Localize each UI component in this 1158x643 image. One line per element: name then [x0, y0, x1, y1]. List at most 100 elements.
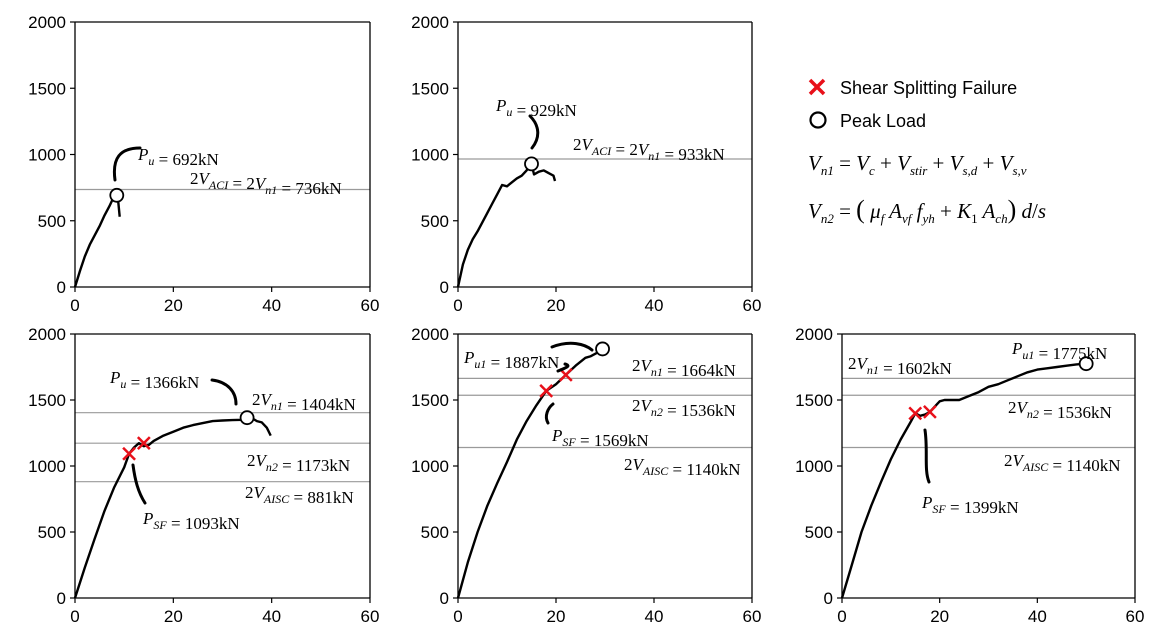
x-tick-label: 0 — [70, 296, 79, 315]
annotation-arrow — [112, 146, 142, 182]
x-tick-label: 40 — [1028, 607, 1047, 626]
annotation-label: 2VACI = 2Vn1 = 933kN — [573, 135, 725, 164]
shear-splitting-marker — [122, 446, 136, 461]
x-tick-label: 40 — [645, 296, 664, 315]
y-tick-label: 1500 — [28, 79, 66, 98]
annotation-label: Pu = 692kN — [137, 145, 219, 169]
legend-circle-marker — [809, 111, 827, 129]
annotation-arrow — [544, 402, 555, 425]
cross-stroke — [923, 404, 937, 419]
x-tick-label: 40 — [262, 296, 281, 315]
y-tick-label: 0 — [824, 589, 833, 608]
annotation-label: Pu1 = 1887kN — [463, 348, 559, 372]
annotation-label: Pu = 1366kN — [109, 368, 199, 392]
annotation-arrow — [131, 463, 147, 505]
cross-stroke — [908, 406, 923, 421]
series-line — [73, 194, 121, 288]
x-tick-label: 0 — [837, 607, 846, 626]
x-tick-label: 0 — [70, 607, 79, 626]
series-line — [456, 162, 557, 288]
annotation-arrow — [556, 362, 570, 373]
svg-text:Vn1 = Vc + Vstir + Vs,d + Vs,v: Vn1 = Vc + Vstir + Vs,d + Vs,v — [808, 151, 1027, 178]
peak-load-marker — [524, 156, 539, 172]
x-tick-label: 60 — [361, 296, 380, 315]
annotation-label: Pu1 = 1775kN — [1011, 339, 1107, 363]
y-tick-label: 2000 — [28, 13, 66, 32]
annotation-arrow — [210, 378, 238, 406]
x-tick-label: 20 — [547, 607, 566, 626]
annotation-label: 2Vn1 = 1664kN — [632, 356, 736, 380]
x-tick-label: 0 — [453, 296, 462, 315]
annotation-label: PSF = 1569kN — [551, 426, 649, 450]
shear-splitting-marker — [908, 406, 923, 421]
y-tick-label: 0 — [440, 278, 449, 297]
equation-vn2: Vn2 = ( μf Avf fyh + K1 Ach) d/s — [808, 195, 1046, 226]
y-tick-label: 1500 — [411, 391, 449, 410]
peak-load-marker — [239, 410, 255, 426]
chart-panel-3: 0 500 1000 1500 2000 0 20 40 60 Pu = 1366kN 2Vn1 =… — [28, 325, 379, 626]
annotation-label: 2VACI = 2Vn1 = 736kN — [190, 169, 342, 198]
annotation-label: 2VAISC = 881kN — [245, 483, 354, 507]
y-tick-label: 0 — [440, 589, 449, 608]
x-tick-label: 40 — [645, 607, 664, 626]
series-line — [73, 416, 272, 599]
annotation-arrow — [528, 114, 540, 150]
annotation-label: 2Vn1 = 1602kN — [848, 354, 952, 378]
y-tick-label: 2000 — [411, 13, 449, 32]
y-tick-label: 1000 — [411, 457, 449, 476]
equation-vn1: Vn1 = Vc + Vstir + Vs,d + Vs,v — [808, 151, 1027, 178]
peak-load-marker — [1078, 356, 1094, 372]
cross-stroke — [539, 384, 554, 398]
peak-load-marker — [595, 341, 610, 357]
annotation-label: 2VAISC = 1140kN — [1004, 451, 1120, 475]
y-tick-label: 1500 — [411, 79, 449, 98]
legend-cross-marker — [808, 78, 826, 96]
y-tick-label: 1000 — [795, 457, 833, 476]
y-tick-label: 1500 — [28, 391, 66, 410]
legend-cross-label: Shear Splitting Failure — [840, 78, 1017, 98]
y-tick-label: 1000 — [411, 146, 449, 165]
series-line — [840, 362, 1092, 599]
y-tick-label: 0 — [57, 589, 66, 608]
annotation-label: PSF = 1093kN — [142, 509, 240, 533]
legend-circle-label: Peak Load — [840, 111, 926, 131]
y-tick-label: 500 — [421, 212, 449, 231]
shear-splitting-marker — [923, 404, 937, 419]
annotation-arrow — [550, 341, 594, 352]
y-tick-label: 2000 — [28, 325, 66, 344]
annotation-label: 2Vn2 = 1536kN — [1008, 398, 1112, 422]
x-tick-label: 40 — [262, 607, 281, 626]
y-tick-label: 0 — [57, 278, 66, 297]
annotation-arrow — [923, 428, 931, 484]
shear-splitting-marker — [539, 384, 554, 398]
y-tick-label: 500 — [38, 212, 66, 231]
y-tick-label: 500 — [805, 523, 833, 542]
legend: Shear Splitting Failure Peak Load — [808, 78, 1017, 131]
chart-panel-4: 0 500 1000 1500 2000 0 20 40 60 Pu1 = 1887kN 2Vn1 … — [411, 325, 761, 626]
y-tick-label: 1000 — [28, 457, 66, 476]
annotation-label: Pu = 929kN — [495, 96, 577, 120]
cross-stroke — [136, 436, 151, 451]
cross-stroke — [122, 446, 136, 461]
x-tick-label: 20 — [547, 296, 566, 315]
y-tick-label: 1500 — [795, 391, 833, 410]
annotation-label: 2Vn2 = 1536kN — [632, 396, 736, 420]
annotation-label: 2VAISC = 1140kN — [624, 455, 740, 479]
x-tick-label: 20 — [164, 607, 183, 626]
x-tick-label: 0 — [453, 607, 462, 626]
y-tick-label: 1000 — [28, 146, 66, 165]
cross-stroke — [558, 368, 573, 382]
peak-load-marker — [109, 187, 125, 203]
y-tick-label: 2000 — [795, 325, 833, 344]
x-tick-label: 60 — [361, 607, 380, 626]
x-tick-label: 20 — [930, 607, 949, 626]
y-tick-label: 500 — [38, 523, 66, 542]
svg-text:Vn2 = ( μf Avf fyh + K1 Ach) d: Vn2 = ( μf Avf fyh + K1 Ach) d/s — [808, 195, 1046, 226]
chart-panel-2: 0 500 1000 1500 2000 0 20 40 60 Pu = 929kN 2VACI =… — [411, 13, 761, 315]
y-tick-label: 2000 — [411, 325, 449, 344]
x-tick-label: 20 — [164, 296, 183, 315]
chart-panel-5: 0 500 1000 1500 2000 0 20 40 60 2Vn1 = 1602kN Pu1 … — [795, 325, 1144, 626]
